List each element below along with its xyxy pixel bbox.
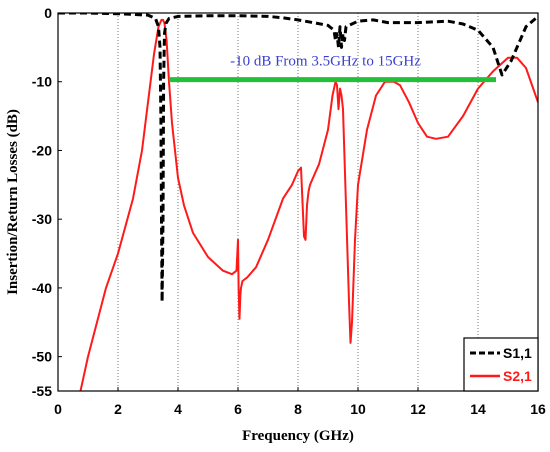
y-tick-label: -30 [32,211,52,227]
x-tick-label: 16 [530,401,546,417]
grid-lines [117,13,479,391]
x-tick-label: 12 [410,401,426,417]
legend-label: S1,1 [503,345,532,361]
y-tick-label: -20 [32,142,52,158]
bandwidth-annotation: -10 dB From 3.5GHz to 15GHz [230,54,421,70]
x-tick-label: 2 [114,401,122,417]
x-tick-label: 14 [470,401,486,417]
x-tick-label: 0 [54,401,62,417]
y-tick-label: -40 [32,280,52,296]
y-tick-label: -55 [32,383,52,399]
x-tick-label: 10 [350,401,366,417]
x-axis-ticks: 0 2 4 6 8 10 12 14 16 [54,387,546,417]
x-axis-title: Frequency (GHz) [242,428,354,444]
x-tick-label: 4 [174,401,182,417]
series-line-S1-1 [58,13,538,304]
x-tick-label: 6 [234,401,242,417]
y-axis-ticks: 0 -10 -20 -30 -40 -50 -55 [32,5,62,399]
y-tick-label: -50 [32,349,52,365]
series-line-S2-1 [79,18,538,391]
y-tick-label: 0 [44,5,52,21]
y-tick-label: -10 [32,74,52,90]
y-axis-title: Insertion/Return Losses (dB) [5,109,21,295]
legend-box [463,337,539,392]
plot-area: -10 dB From 3.5GHz to 15GHz [58,13,538,391]
annotation-layer: -10 dB From 3.5GHz to 15GHz [169,54,496,83]
legend-label: S2,1 [503,368,532,384]
legend: S1,1 S2,1 [463,337,539,392]
series-layer [58,13,538,391]
x-tick-label: 8 [294,401,302,417]
